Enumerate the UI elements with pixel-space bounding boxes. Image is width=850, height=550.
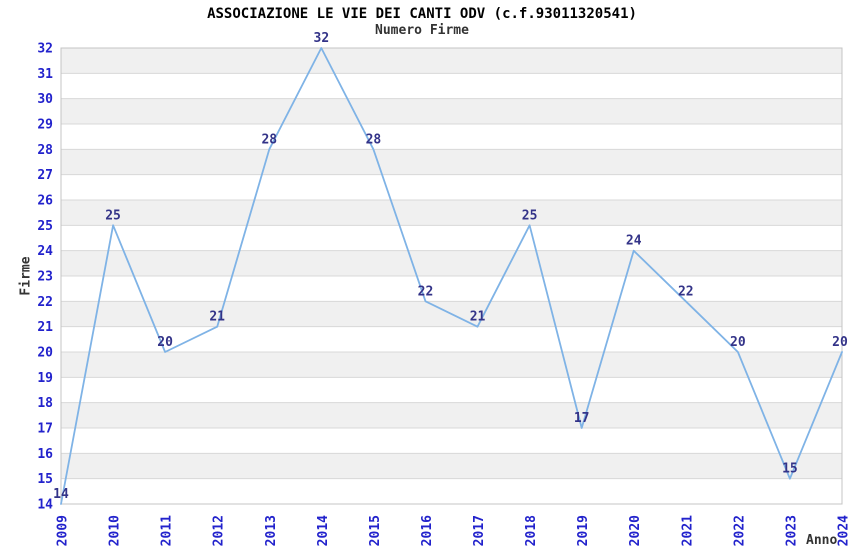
data-point-label: 28 (366, 132, 382, 147)
data-point-label: 24 (626, 234, 642, 249)
x-tick-label: 2016 (420, 515, 435, 546)
plot-stripe-band (61, 402, 842, 428)
plot-stripe-band (61, 250, 842, 276)
x-tick-label: 2023 (784, 515, 799, 546)
x-tick-label: 2011 (160, 515, 175, 546)
x-tick-label: 2014 (316, 515, 331, 546)
y-tick-label: 31 (37, 67, 53, 82)
y-tick-label: 24 (37, 244, 53, 259)
data-point-label: 32 (314, 31, 330, 46)
x-tick-label: 2022 (732, 515, 747, 546)
y-tick-label: 14 (37, 498, 53, 513)
y-tick-label: 29 (37, 118, 53, 133)
chart-title: ASSOCIAZIONE LE VIE DEI CANTI ODV (c.f.9… (207, 6, 637, 22)
y-tick-label: 16 (37, 447, 53, 462)
y-tick-label: 15 (37, 472, 53, 487)
data-point-label: 22 (678, 284, 694, 299)
y-tick-label: 25 (37, 219, 53, 234)
plot-stripe-band (61, 98, 842, 124)
y-tick-label: 22 (37, 295, 53, 310)
series-line (60, 47, 843, 505)
x-tick-label: 2015 (368, 515, 383, 546)
y-tick-label: 20 (37, 346, 53, 361)
y-tick-label: 23 (37, 270, 53, 285)
data-point-label: 25 (105, 208, 121, 223)
x-tick-label: 2009 (56, 515, 71, 546)
y-tick-label: 27 (37, 168, 53, 183)
x-tick-label: 2017 (472, 515, 487, 546)
x-tick-label: 2020 (628, 515, 643, 546)
y-tick-label: 28 (37, 143, 53, 158)
plot-stripe-band (61, 453, 842, 479)
plot-stripe-band (61, 352, 842, 378)
data-point-label: 21 (470, 310, 486, 325)
plot-stripe-band (61, 149, 842, 175)
data-point-label: 21 (209, 310, 225, 325)
data-point-label: 22 (418, 284, 434, 299)
x-tick-label: 2021 (680, 515, 695, 546)
data-point-label: 20 (832, 335, 848, 350)
data-point-label: 28 (261, 132, 277, 147)
x-tick-label: 2018 (524, 515, 539, 546)
y-tick-label: 21 (37, 320, 53, 335)
data-point-label: 20 (730, 335, 746, 350)
x-tick-label: 2019 (576, 515, 591, 546)
x-tick-label: 2012 (212, 515, 227, 546)
y-tick-label: 17 (37, 422, 53, 437)
chart-subtitle: Numero Firme (375, 23, 469, 38)
x-tick-label: 2013 (264, 515, 279, 546)
x-axis-title: Anno (806, 533, 838, 548)
data-point-label: 14 (53, 487, 69, 502)
y-tick-label: 26 (37, 194, 53, 209)
y-tick-label: 18 (37, 396, 53, 411)
plot-border (60, 47, 843, 505)
y-tick-label: 30 (37, 92, 53, 107)
data-point-label: 17 (574, 411, 590, 426)
plot-stripe-band (61, 200, 842, 226)
data-point-label: 15 (782, 462, 798, 477)
x-tick-label: 2010 (108, 515, 123, 546)
data-point-label: 20 (157, 335, 173, 350)
data-point-label: 25 (522, 208, 538, 223)
x-tick-label: 2024 (837, 515, 850, 546)
y-tick-label: 19 (37, 371, 53, 386)
plot-stripe-band (61, 48, 842, 74)
y-tick-label: 32 (37, 42, 53, 57)
